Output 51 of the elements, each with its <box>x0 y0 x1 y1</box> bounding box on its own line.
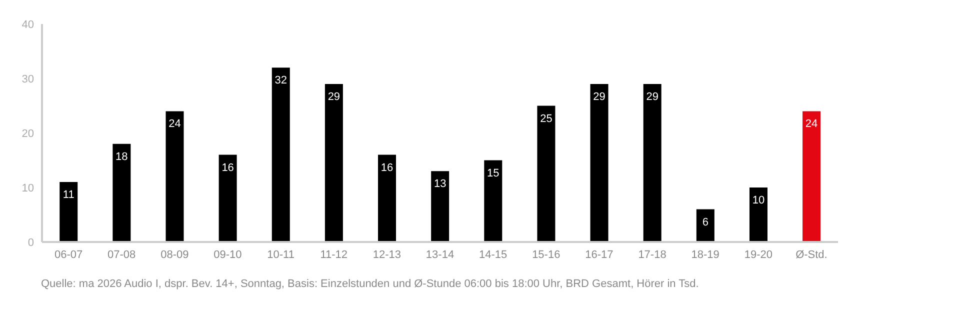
bar <box>537 106 556 242</box>
data-label: 29 <box>646 90 658 103</box>
data-label: 15 <box>487 167 500 180</box>
bar <box>431 171 450 242</box>
x-tick-label: 17-18 <box>638 248 666 261</box>
y-tick-label: 20 <box>22 128 34 140</box>
data-label: 18 <box>116 150 128 163</box>
x-tick-label: 13-14 <box>426 248 454 261</box>
data-label: 25 <box>540 112 552 125</box>
y-tick-label: 30 <box>22 73 34 86</box>
y-tick-label: 0 <box>28 236 34 249</box>
x-tick-label: 16-17 <box>585 248 614 261</box>
x-tick-label: 14-15 <box>478 248 508 261</box>
data-label: 32 <box>274 74 288 87</box>
data-label: 24 <box>168 118 181 130</box>
bar <box>802 111 821 242</box>
x-tick-label: 12-13 <box>372 248 402 261</box>
bar <box>324 84 343 242</box>
data-label: 24 <box>805 118 818 130</box>
x-tick-label: 19-20 <box>744 248 772 261</box>
data-label: 10 <box>752 194 765 206</box>
bar <box>166 111 184 242</box>
source-note: Quelle: ma 2026 Audio I, dspr. Bev. 14+, Sonntag, Basis: Einzelstunden und Ø-Stunde 06:00 bis 18:00 Uhr, BRD Gesamt, Hörer in Tsd. <box>41 278 700 290</box>
data-label: 29 <box>593 90 606 103</box>
data-label: 16 <box>222 162 234 174</box>
y-tick-label: 40 <box>22 18 34 31</box>
bar <box>378 154 396 242</box>
x-tick-label: 11-12 <box>320 248 348 261</box>
bar <box>60 182 78 242</box>
x-tick-label: 09-10 <box>214 248 242 261</box>
x-tick-label: 18-19 <box>691 248 720 261</box>
x-tick-label: 07-08 <box>108 248 136 261</box>
x-tick-label: 08-09 <box>160 248 189 261</box>
bar <box>218 154 237 242</box>
bar <box>749 188 768 242</box>
x-tick-label: 06-07 <box>54 248 83 261</box>
data-label: 29 <box>328 90 340 103</box>
bar <box>643 84 662 242</box>
x-tick-label: 15-16 <box>532 248 560 261</box>
data-label: 6 <box>702 216 708 228</box>
bar <box>272 68 290 242</box>
bar <box>484 160 502 242</box>
x-tick-label: Ø-Std. <box>796 248 828 261</box>
bar <box>590 84 608 242</box>
y-tick-label: 10 <box>22 182 34 194</box>
data-label: 11 <box>62 189 74 202</box>
x-tick-label: 10-11 <box>267 248 294 261</box>
data-label: 13 <box>434 178 446 190</box>
data-label: 16 <box>380 162 394 174</box>
bar <box>696 209 714 242</box>
bar <box>112 144 131 242</box>
